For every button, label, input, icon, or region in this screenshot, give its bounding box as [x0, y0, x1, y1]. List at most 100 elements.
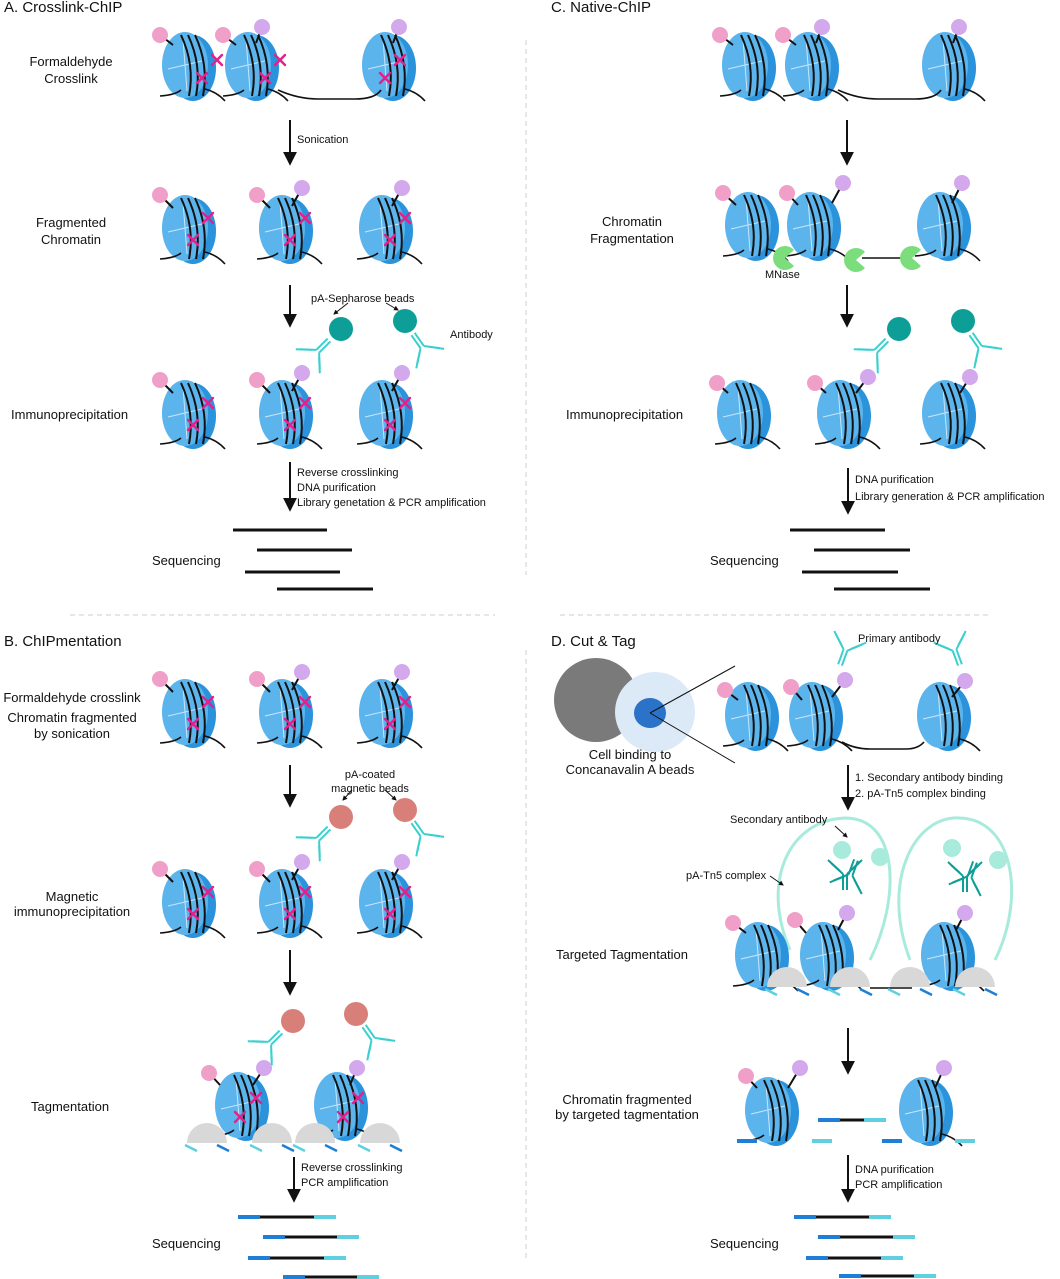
d-cell-line2: Concanavalin A beads	[565, 762, 695, 777]
a-row1-crosslink-2	[195, 71, 209, 85]
a-antibody-1	[295, 337, 332, 374]
b-row2-purple-mark-3	[391, 854, 410, 881]
d-step3-line2: by targeted tagmentation	[555, 1107, 699, 1122]
c-row3-nucleosome-3	[919, 380, 986, 450]
c-step2-line1: Chromatin	[602, 214, 662, 229]
b-row2-crosslink-1	[201, 885, 215, 899]
panel-c-title: C. Native-ChIP	[551, 0, 652, 16]
a-row2-crosslink-1	[201, 211, 215, 225]
a-row2-pink-mark-2	[249, 187, 271, 209]
d-secondary-label: Secondary antibody	[730, 814, 828, 826]
c-row3-purple-mark-3	[959, 369, 978, 394]
d-arrow3-line1: DNA purification	[855, 1164, 934, 1176]
b-step1b-line2: by sonication	[34, 726, 110, 741]
a-row1-pink-mark-2	[215, 27, 237, 46]
a-row1-nucleosome-3	[362, 32, 426, 102]
c-arrow3-line1: DNA purification	[855, 474, 934, 486]
b-row2-crosslink-6	[383, 907, 397, 921]
b-row2-pink-mark-2	[249, 861, 271, 883]
c-row2-nucleosome-2	[784, 192, 851, 262]
c-row2-pink-mark-1	[715, 185, 737, 206]
d-primary-antibody-1	[833, 630, 867, 667]
c-row1-linker-dna	[837, 89, 942, 100]
b-row3-crosslink-4	[336, 1110, 350, 1124]
b-row3-crosslink-2	[233, 1110, 247, 1124]
b-bead-3	[281, 1009, 305, 1033]
d-tn5-3	[887, 967, 933, 997]
c-step4-label: Sequencing	[710, 553, 779, 568]
c-row1-purple-mark-3	[951, 19, 967, 44]
c-row1-pink-mark-1	[712, 27, 734, 46]
d-arrow1-line2: 2. pA-Tn5 complex binding	[855, 788, 986, 800]
b-beads-line1: pA-coated	[344, 769, 396, 781]
b-row1-crosslink-6	[383, 717, 397, 731]
a-arrow3-line3: Library genetation & PCR amplification	[297, 497, 486, 509]
a-row2-purple-mark-2	[291, 180, 310, 207]
b-step1b-line1: Chromatin fragmented	[7, 710, 137, 725]
d-row2-purple-mark-2	[837, 905, 855, 931]
d-zoom-line-2	[649, 712, 736, 764]
b-tn5-3	[292, 1123, 338, 1153]
b-row3-crosslink-3	[351, 1091, 365, 1105]
d-tn5-loop-1	[776, 816, 892, 961]
b-antibody-1	[295, 825, 332, 862]
a-bead-2	[393, 309, 417, 333]
c-row3-pink-mark-2	[807, 375, 827, 394]
b-bead-4	[344, 1002, 368, 1026]
b-beads-pointer-2	[384, 789, 397, 801]
b-row1-crosslink-2	[186, 717, 200, 731]
b-step1a-label: Formaldehyde crosslink	[3, 690, 141, 705]
d-row1-pink-mark-1	[717, 682, 739, 701]
a-row3-pink-mark-1	[152, 372, 174, 394]
a-step3-label: Immunoprecipitation	[11, 407, 129, 422]
c-bead-1	[887, 317, 911, 341]
a-row3-crosslink-5	[398, 396, 412, 410]
b-row3-purple-mark-1	[252, 1060, 272, 1086]
a-step1-line1: Formaldehyde	[29, 54, 113, 69]
a-row2-crosslink-2	[186, 233, 200, 247]
d-step3-line1: Chromatin fragmented	[562, 1092, 692, 1107]
a-row3-crosslink-1	[201, 396, 215, 410]
d-row1-linker-dna	[841, 741, 925, 750]
d-primary-label: Primary antibody	[858, 633, 941, 645]
b-row1-purple-mark-3	[391, 664, 410, 691]
a-arrow3-line2: DNA purification	[297, 482, 376, 494]
d-row1-nucleosome-1	[722, 682, 789, 752]
b-step2-line2: immunoprecipitation	[13, 904, 131, 919]
a-bead-1	[329, 317, 353, 341]
c-row2-pink-mark-2	[779, 185, 799, 206]
d-row2-purple-mark-3	[955, 905, 973, 931]
a-arrow3-line1: Reverse crosslinking	[297, 467, 399, 479]
c-row2-nucleosome-3	[914, 192, 981, 262]
d-arrow3-line2: PCR amplification	[855, 1179, 943, 1191]
a-arrow1-label: Sonication	[297, 134, 349, 146]
d-cell-line1: Cell binding to	[588, 747, 672, 762]
a-row3-nucleosome-3	[356, 380, 423, 450]
d-pA-4	[989, 851, 1007, 869]
a-row3-purple-mark-2	[291, 365, 310, 392]
c-mnase-3	[900, 246, 921, 270]
a-row3-crosslink-2	[186, 418, 200, 432]
d-row3-nucleosome-1	[742, 1077, 799, 1146]
b-row1-crosslink-3	[298, 695, 312, 709]
b-row1-pink-mark-2	[249, 671, 271, 693]
a-row1-crosslink-3	[273, 53, 287, 67]
d-pA-2	[871, 848, 889, 866]
a-row1-crosslink-1	[210, 53, 224, 67]
d-zoom-line-1	[649, 665, 736, 714]
d-secondary-antibody-2	[829, 858, 863, 895]
a-row1-crosslink-6	[378, 71, 392, 85]
b-row1-crosslink-4	[283, 717, 297, 731]
d-row1-nucleosome-3	[917, 682, 981, 752]
d-step4-label: Sequencing	[710, 1236, 779, 1251]
a-row2-crosslink-5	[398, 211, 412, 225]
b-row2-nucleosome-3	[356, 869, 423, 939]
a-beads-pointer-2	[385, 302, 399, 311]
b-antibody-2	[410, 820, 445, 857]
d-primary-antibody-2	[933, 630, 967, 667]
c-antibody-2	[968, 332, 1003, 369]
a-step2-line1: Fragmented	[35, 215, 107, 230]
b-arrow3-line2: PCR amplification	[301, 1177, 389, 1189]
c-row2-purple-mark-3	[951, 175, 970, 204]
